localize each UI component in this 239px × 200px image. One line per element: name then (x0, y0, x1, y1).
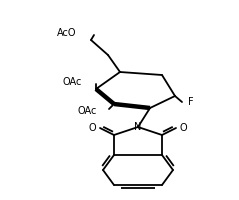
Text: AcO: AcO (56, 28, 76, 38)
Text: OAc: OAc (78, 106, 97, 116)
Text: O: O (180, 123, 188, 133)
Text: O: O (88, 123, 96, 133)
Text: N: N (134, 122, 142, 132)
Text: F: F (188, 97, 194, 107)
Text: OAc: OAc (63, 77, 82, 87)
